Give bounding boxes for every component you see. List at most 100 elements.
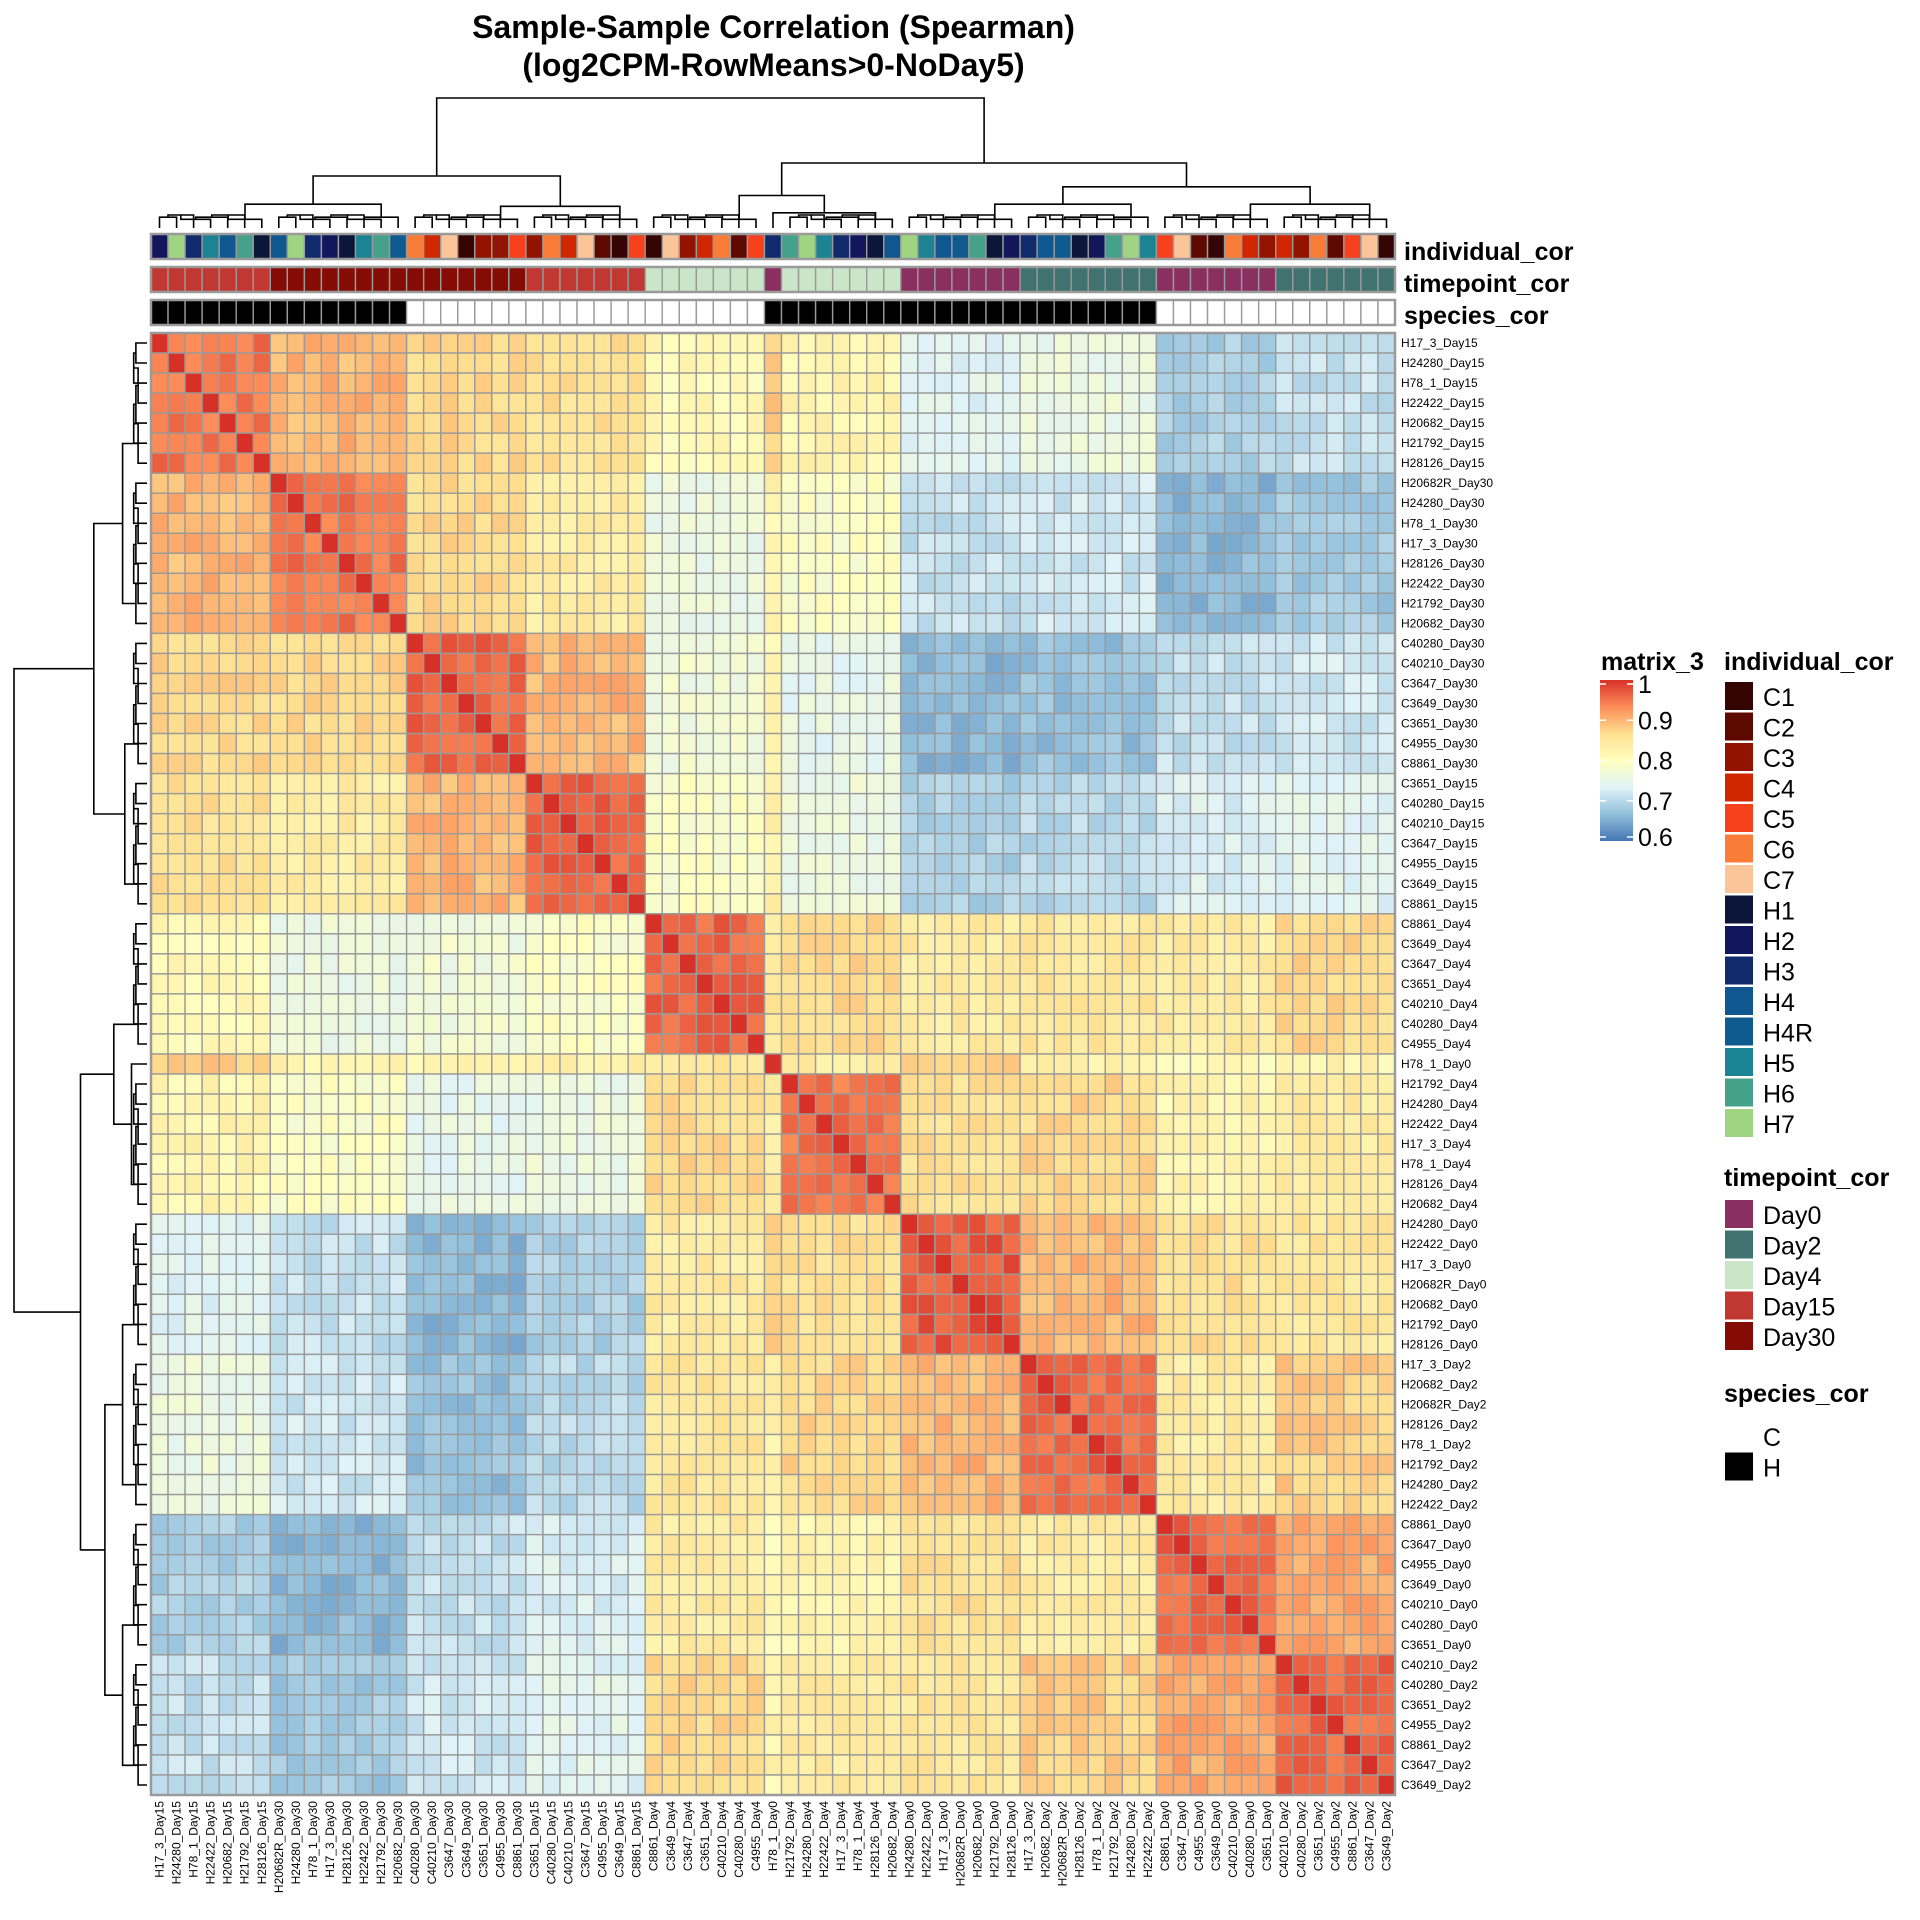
heatmap-cell <box>405 893 425 915</box>
heatmap-cell <box>422 392 442 414</box>
heatmap-cell <box>354 512 374 534</box>
heatmap-cell <box>1053 1133 1072 1155</box>
heatmap-cell <box>1377 412 1396 434</box>
heatmap-cell <box>269 1413 289 1436</box>
heatmap-cell <box>866 1133 885 1155</box>
heatmap-cell <box>712 1033 732 1055</box>
heatmap-cell <box>1070 332 1089 354</box>
heatmap-cells <box>149 331 1397 1797</box>
heatmap-cell <box>303 1594 323 1616</box>
heatmap-cell <box>746 532 766 555</box>
annotation-individual-cell <box>712 233 732 260</box>
heatmap-cell <box>303 352 323 374</box>
heatmap-cell <box>1019 1153 1038 1175</box>
heatmap-cell <box>252 993 271 1015</box>
heatmap-cell <box>422 1453 442 1476</box>
heatmap-cell <box>371 572 391 595</box>
heatmap-cell <box>848 452 868 474</box>
heatmap-cell <box>695 873 715 895</box>
heatmap-cell <box>1189 1313 1209 1336</box>
heatmap-cell <box>1053 1353 1072 1376</box>
heatmap-cell <box>303 492 323 514</box>
heatmap-cell <box>474 732 493 755</box>
heatmap-cell <box>474 1533 493 1556</box>
heatmap-cell <box>576 1473 595 1496</box>
heatmap-cell <box>422 1213 442 1235</box>
heatmap-cell <box>1138 953 1158 975</box>
heatmap-cell <box>797 772 817 795</box>
heatmap-cell <box>184 1553 203 1576</box>
heatmap-cell <box>1240 1273 1260 1296</box>
heatmap-cell <box>167 1173 186 1195</box>
heatmap-cell <box>1343 1453 1362 1476</box>
heatmap-cell <box>1360 1193 1379 1215</box>
heatmap-cell <box>1138 873 1158 895</box>
heatmap-cell <box>627 732 646 755</box>
heatmap-cell <box>286 352 306 374</box>
heatmap-cell <box>1189 853 1209 875</box>
heatmap-cell <box>968 812 987 835</box>
heatmap-cell <box>729 1313 749 1336</box>
heatmap-cell <box>644 1333 663 1356</box>
heatmap-cell <box>1360 792 1379 815</box>
heatmap-cell <box>1309 672 1328 695</box>
heatmap-cell <box>491 1133 510 1155</box>
heatmap-cell <box>1326 692 1345 715</box>
heatmap-cell <box>797 332 817 354</box>
heatmap-cell <box>763 1213 783 1235</box>
heatmap-cell <box>678 472 698 494</box>
heatmap-cell <box>951 993 970 1015</box>
heatmap-cell <box>1360 1173 1379 1195</box>
heatmap-cell <box>184 1594 203 1616</box>
heatmap-cell <box>286 752 306 775</box>
heatmap-cell <box>508 472 527 494</box>
heatmap-cell <box>883 933 902 955</box>
annotation-individual-cell <box>1172 233 1192 260</box>
heatmap-cell <box>440 572 459 595</box>
annotation-individual-cell <box>491 233 510 260</box>
heatmap-cell <box>184 1233 203 1255</box>
annotation-individual-cell <box>371 233 391 260</box>
heatmap-cell <box>457 352 476 374</box>
annotation-species-cell <box>883 299 902 326</box>
heatmap-cell <box>1189 893 1209 915</box>
heatmap-cell <box>1377 1213 1396 1235</box>
heatmap-cell <box>422 1353 442 1376</box>
heatmap-cell <box>1138 1353 1158 1376</box>
heatmap-cell <box>814 1533 834 1556</box>
heatmap-cell <box>269 1353 289 1376</box>
heatmap-cell <box>712 913 732 935</box>
heatmap-cell <box>900 1453 919 1476</box>
heatmap-cell <box>1292 1553 1311 1576</box>
heatmap-cell <box>559 512 578 534</box>
heatmap-cell <box>1309 552 1328 575</box>
heatmap-cell <box>1343 392 1362 414</box>
heatmap-cell <box>951 612 970 635</box>
heatmap-cell <box>1206 1413 1226 1436</box>
heatmap-cell <box>508 572 527 595</box>
heatmap-cell <box>457 1133 476 1155</box>
heatmap-cell <box>184 532 203 555</box>
heatmap-cell <box>1377 1453 1396 1476</box>
heatmap-cell <box>1275 1513 1294 1536</box>
heatmap-cell <box>763 612 783 635</box>
heatmap-cell <box>1343 1093 1362 1115</box>
heatmap-cell <box>218 1493 237 1516</box>
heatmap-cell <box>1326 732 1345 755</box>
heatmap-cell <box>201 1073 220 1095</box>
heatmap-cell <box>201 592 220 615</box>
heatmap-cell <box>201 1213 220 1235</box>
heatmap-cell <box>440 752 459 775</box>
heatmap-cell <box>1087 1033 1107 1055</box>
heatmap-cell <box>286 512 306 534</box>
heatmap-cell <box>474 352 493 374</box>
heatmap-cell <box>831 772 851 795</box>
heatmap-cell <box>1172 853 1192 875</box>
heatmap-cell <box>1206 812 1226 835</box>
heatmap-cell <box>218 1293 237 1316</box>
heatmap-cell <box>1138 1553 1158 1576</box>
heatmap-cell <box>814 1053 834 1075</box>
heatmap-cell <box>337 1373 357 1396</box>
heatmap-cell <box>1257 1293 1277 1316</box>
heatmap-cell <box>883 692 902 715</box>
